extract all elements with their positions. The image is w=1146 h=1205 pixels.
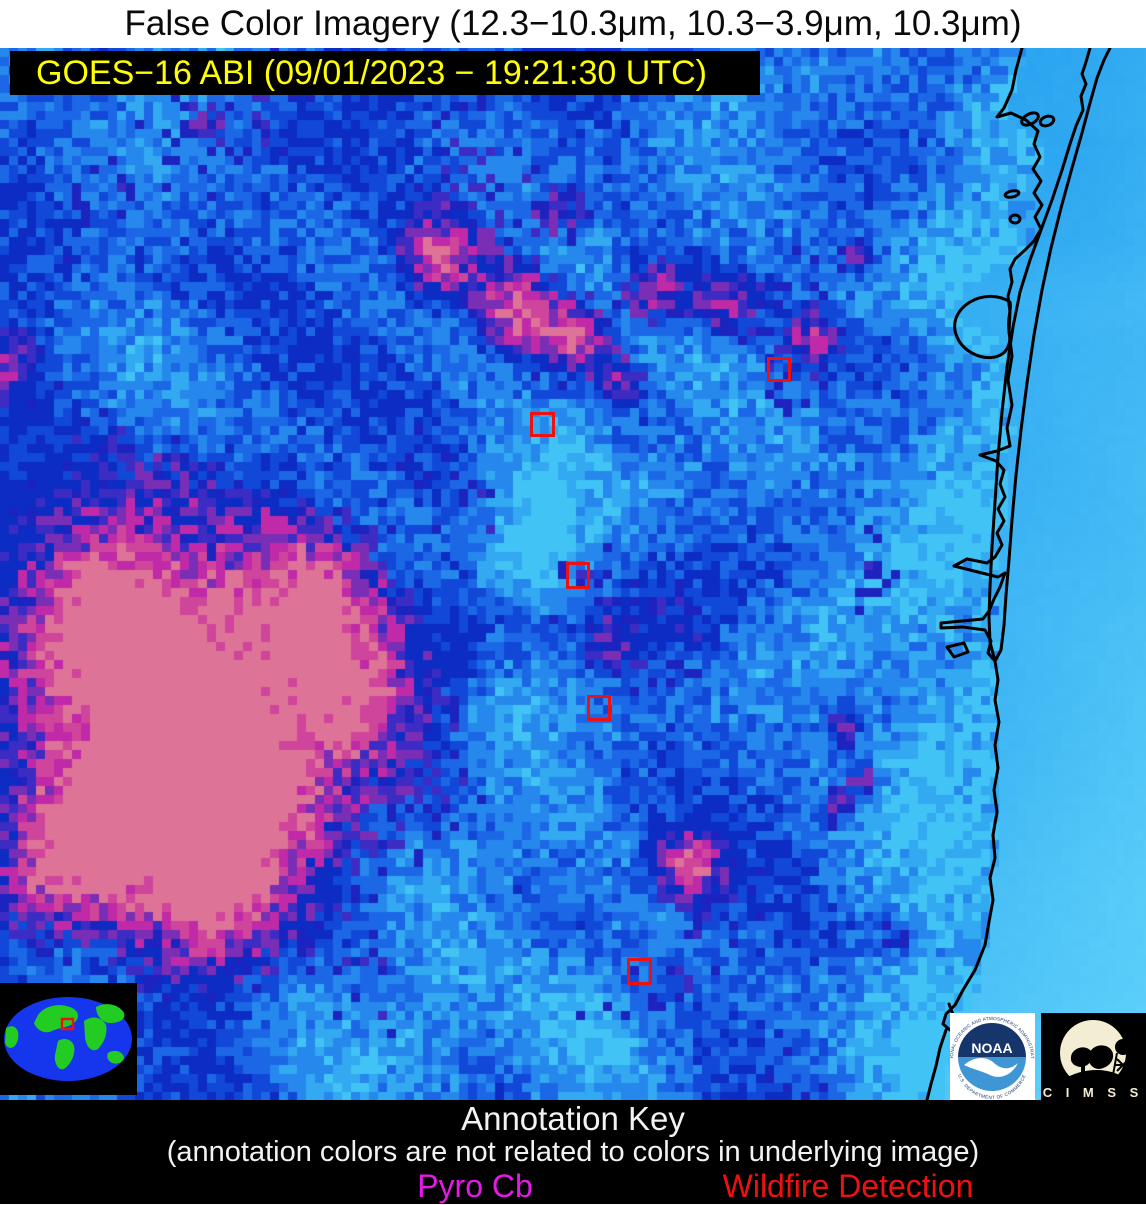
noaa-seagull-icon xyxy=(964,1058,1018,1077)
noaa-logo: NOAA NATIONAL OCEANIC AND ATMOSPHERIC AD… xyxy=(948,1009,1035,1100)
globe-location-marker xyxy=(60,1017,75,1031)
legend-wildfire-detection: Wildfire Detection xyxy=(722,1168,974,1204)
legend-pyro-cb: Pyro Cb xyxy=(417,1168,533,1204)
annotation-key-note: (annotation colors are not related to co… xyxy=(166,1136,980,1168)
page-title: False Color Imagery (12.3−10.3μm, 10.3−3… xyxy=(124,4,1022,43)
cimss-acronym-text: C I M S S xyxy=(1043,1085,1144,1100)
title-bar: False Color Imagery (12.3−10.3μm, 10.3−3… xyxy=(0,0,1146,48)
annotation-key-heading: Annotation Key xyxy=(461,1100,685,1137)
wildfire-marker xyxy=(566,562,590,589)
wildfire-marker xyxy=(587,695,611,721)
satellite-timestamp-label: GOES−16 ABI (09/01/2023 − 19:21:30 UTC) xyxy=(36,53,707,92)
satellite-label-box: GOES−16 ABI (09/01/2023 − 19:21:30 UTC) xyxy=(10,51,760,95)
globe-continents xyxy=(5,1004,125,1070)
wildfire-marker xyxy=(530,412,555,437)
annotation-key-bar: Annotation Key (annotation colors are no… xyxy=(0,1100,1146,1204)
wildfire-marker xyxy=(627,958,652,985)
cimss-logo: C I M S S xyxy=(1041,1013,1146,1100)
noaa-acronym-text: NOAA xyxy=(971,1040,1012,1056)
annotation-key-legend: Pyro Cb Wildfire Detection xyxy=(0,1168,1146,1204)
wildfire-marker xyxy=(767,357,791,382)
globe-inset xyxy=(0,983,137,1095)
cimss-observatory-silhouette xyxy=(1061,1039,1134,1087)
